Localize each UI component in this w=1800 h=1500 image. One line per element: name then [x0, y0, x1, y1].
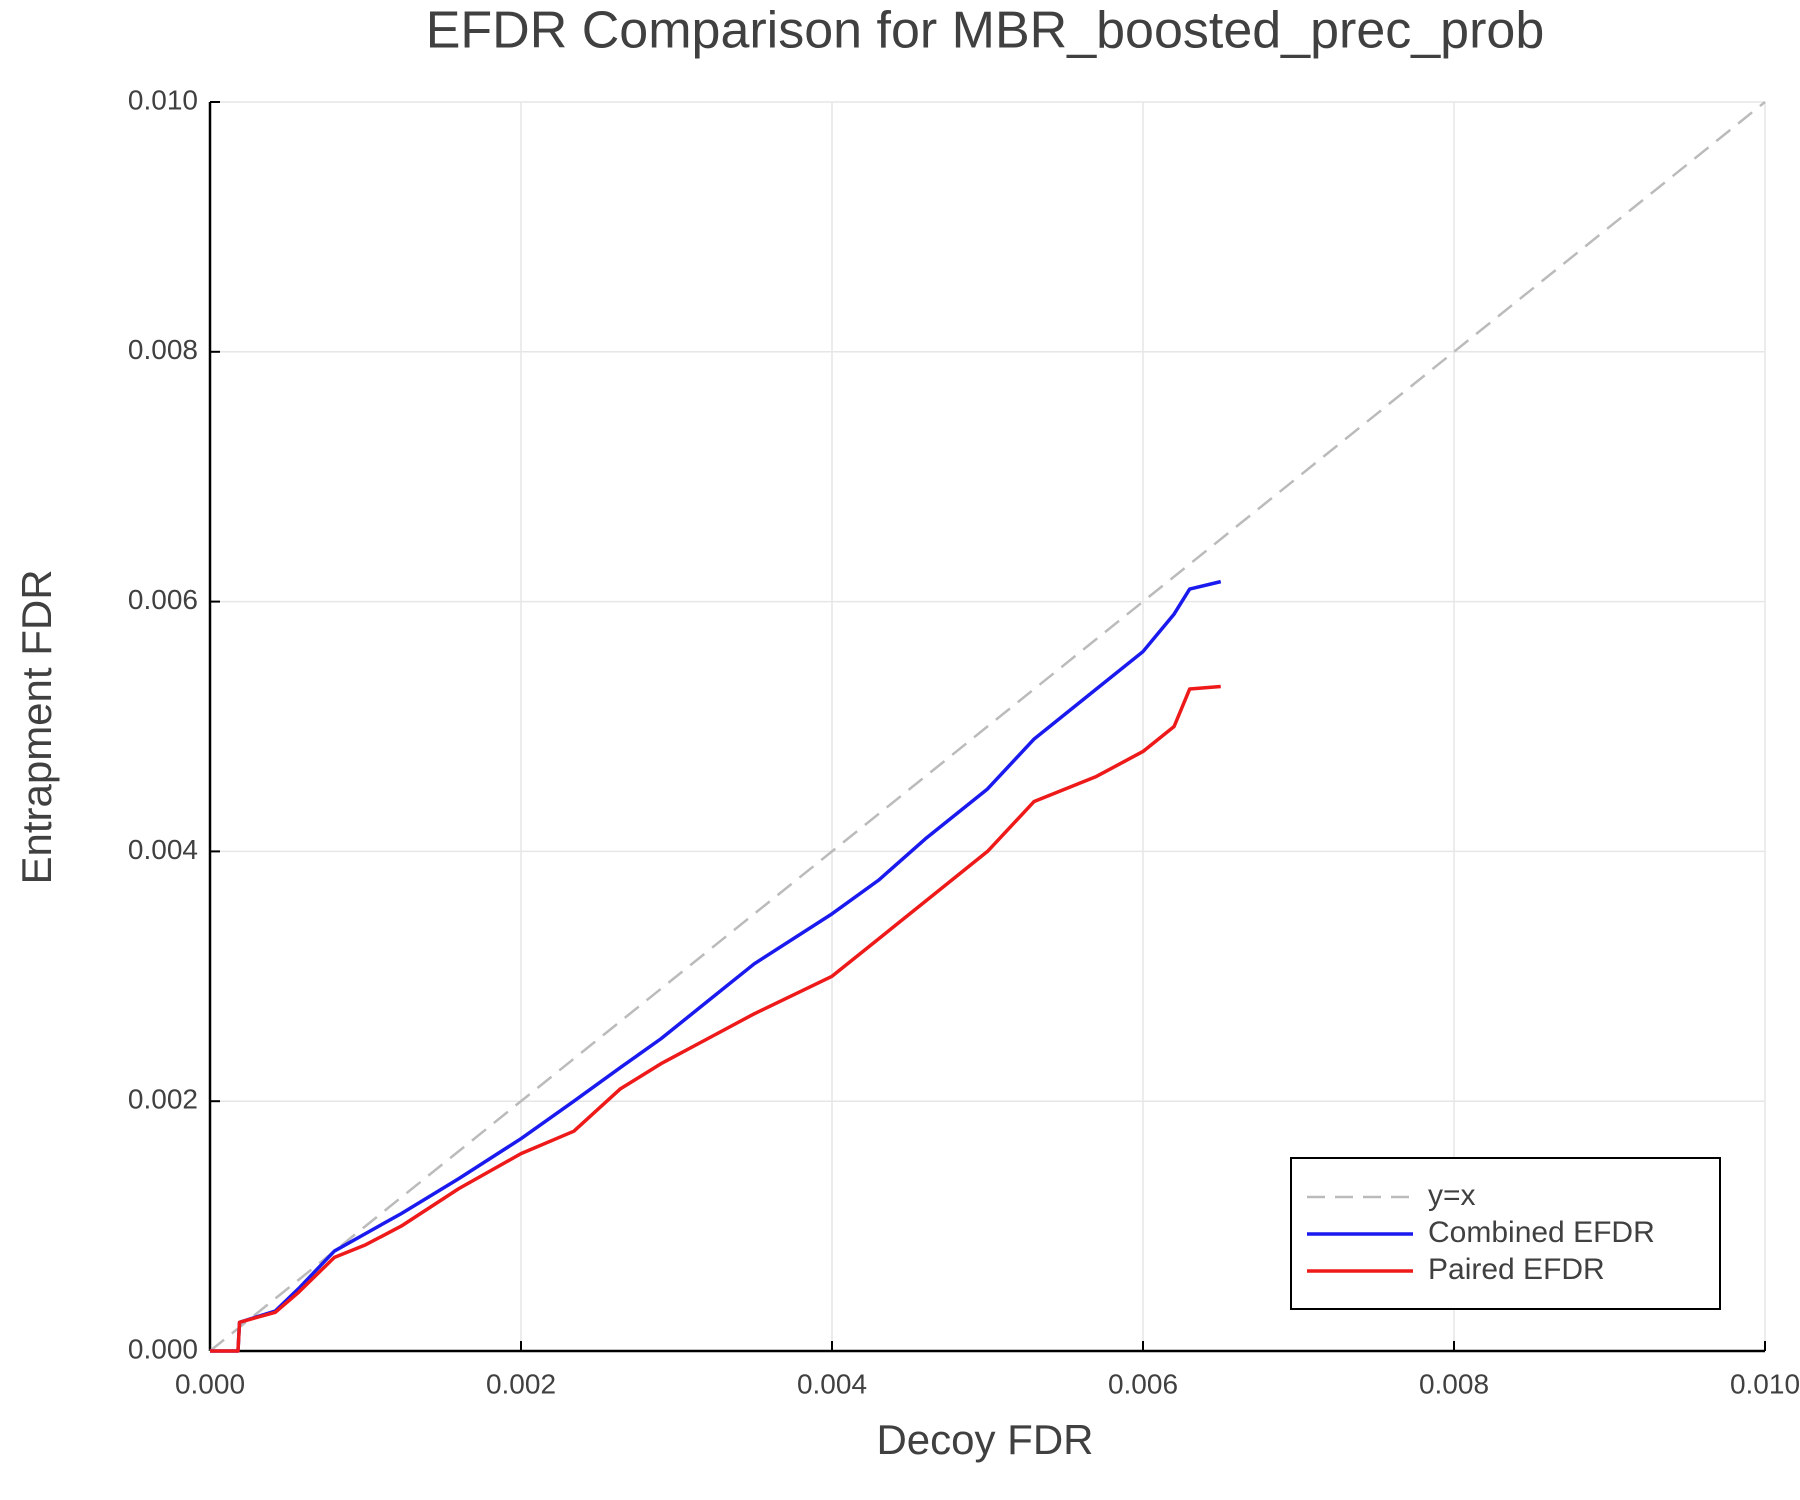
y-tick-label: 0.004 — [128, 834, 198, 865]
y-tick-label: 0.006 — [128, 584, 198, 615]
y-tick-label: 0.008 — [128, 334, 198, 365]
x-axis-label: Decoy FDR — [876, 1416, 1093, 1463]
data-line — [210, 684, 1221, 1353]
x-tick-label: 0.004 — [797, 1368, 867, 1399]
x-tick-label: 0.000 — [175, 1368, 245, 1399]
legend-label: y=x — [1428, 1179, 1476, 1212]
x-tick-label: 0.008 — [1419, 1368, 1489, 1399]
y-tick-label: 0.010 — [128, 84, 198, 115]
y-tick-label: 0.002 — [128, 1084, 198, 1115]
y-tick-label: 0.000 — [128, 1333, 198, 1364]
x-tick-label: 0.006 — [1108, 1368, 1178, 1399]
data-line — [210, 579, 1222, 1353]
legend-label: Paired EFDR — [1428, 1253, 1605, 1286]
data-line — [209, 101, 1766, 1352]
y-axis-label: Entrapment FDR — [13, 569, 60, 884]
x-tick-label: 0.002 — [486, 1368, 556, 1399]
x-tick-label: 0.010 — [1730, 1368, 1800, 1399]
legend-label: Combined EFDR — [1428, 1216, 1655, 1249]
chart-title: EFDR Comparison for MBR_boosted_prec_pro… — [426, 2, 1545, 60]
